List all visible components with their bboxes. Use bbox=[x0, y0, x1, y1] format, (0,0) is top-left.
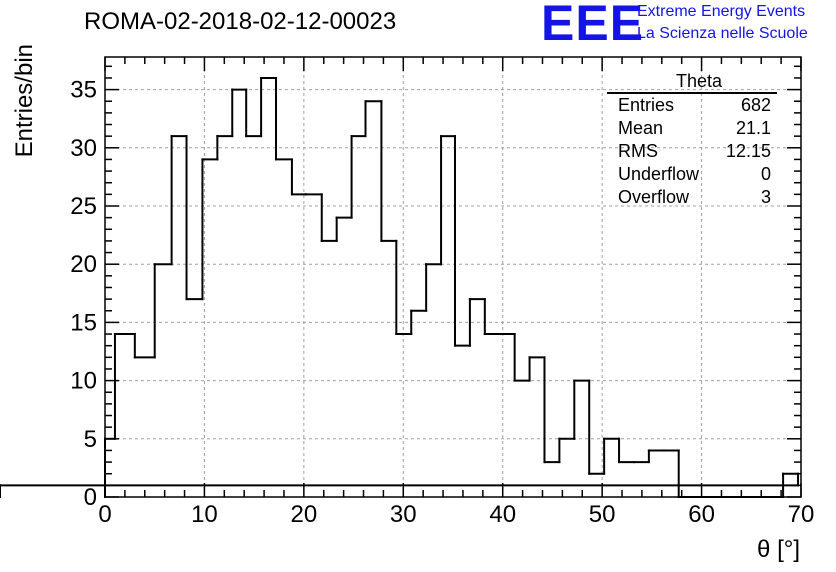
y-tick-label: 10 bbox=[70, 368, 97, 395]
histogram-bin bbox=[618, 437, 635, 464]
histogram-bin bbox=[320, 193, 338, 242]
y-axis-label: Entries/bin bbox=[11, 44, 38, 157]
x-tick-label: 50 bbox=[589, 501, 616, 528]
stats-label: Mean bbox=[618, 118, 664, 138]
histogram-bin bbox=[647, 449, 665, 464]
plot-frame bbox=[104, 56, 802, 498]
x-tick-label: 0 bbox=[98, 501, 111, 528]
histogram-bin bbox=[170, 135, 188, 266]
x-tick-label: 30 bbox=[390, 501, 417, 528]
stats-row-entries: Entries 682 bbox=[607, 94, 777, 117]
histogram-bin bbox=[216, 135, 234, 161]
stats-title: Theta bbox=[607, 71, 777, 94]
x-tick-label: 70 bbox=[788, 501, 815, 528]
stats-row-rms: RMS 12.15 bbox=[607, 140, 777, 163]
histogram-bin bbox=[558, 437, 576, 464]
histogram-bin bbox=[483, 298, 501, 336]
stats-row-overflow: Overflow 3 bbox=[607, 186, 777, 209]
histogram-bin bbox=[410, 309, 428, 336]
histogram-bin bbox=[335, 216, 353, 242]
histogram-bin bbox=[543, 356, 561, 464]
histogram-bin bbox=[380, 100, 398, 242]
y-tick-label: 20 bbox=[70, 251, 97, 278]
axes bbox=[104, 56, 802, 498]
histogram-bin bbox=[395, 239, 413, 336]
stats-label: Overflow bbox=[618, 187, 690, 207]
stats-box: Theta Entries 682 Mean 21.1 RMS 12.15 Un… bbox=[607, 71, 777, 209]
histogram-bin bbox=[290, 158, 307, 196]
histogram-bin bbox=[104, 437, 116, 498]
histogram-bin bbox=[113, 333, 136, 440]
y-tick-label: 5 bbox=[84, 426, 97, 453]
histogram-bin bbox=[468, 298, 486, 347]
histogram-bin bbox=[0, 472, 800, 487]
stats-label: Underflow bbox=[618, 164, 700, 184]
stats-value: 682 bbox=[740, 95, 771, 115]
x-tick-label: 20 bbox=[291, 501, 318, 528]
stats-value: 0 bbox=[760, 164, 771, 184]
histogram-bin bbox=[153, 263, 173, 359]
histogram-bin bbox=[133, 333, 156, 359]
y-tick-label: 15 bbox=[70, 309, 97, 336]
histogram-bin bbox=[275, 76, 293, 161]
x-tick-label: 60 bbox=[688, 501, 715, 528]
eee-logo-subtitle-1: Extreme Energy Events bbox=[637, 3, 806, 20]
histogram-bin bbox=[440, 135, 456, 266]
histogram-bin bbox=[573, 379, 591, 440]
histogram-bin bbox=[513, 333, 531, 382]
stats-value: 12.15 bbox=[725, 141, 771, 161]
stats-value: 21.1 bbox=[735, 118, 771, 138]
stats-row-underflow: Underflow 0 bbox=[607, 163, 777, 186]
y-tick-label: 0 bbox=[84, 484, 97, 511]
histogram-bin bbox=[245, 88, 263, 138]
stats-label: RMS bbox=[618, 141, 658, 161]
x-tick-label: 40 bbox=[489, 501, 516, 528]
histogram-bars bbox=[0, 76, 800, 498]
histogram-bin bbox=[185, 135, 204, 301]
x-tick-label: 10 bbox=[191, 501, 218, 528]
histogram-bin bbox=[350, 135, 367, 219]
histogram-bin bbox=[364, 100, 383, 138]
y-tick-label: 35 bbox=[70, 77, 97, 104]
x-axis-label: θ [°] bbox=[757, 536, 800, 563]
stats-label: Entries bbox=[618, 95, 675, 115]
eee-logo-subtitle-2: La Scienza nelle Scuole bbox=[637, 25, 808, 42]
histogram-bin bbox=[588, 379, 606, 475]
stats-row-mean: Mean 21.1 bbox=[607, 117, 777, 140]
run-title: ROMA-02-2018-02-12-00023 bbox=[84, 8, 397, 35]
histogram-bin bbox=[528, 356, 546, 382]
histogram-bin bbox=[603, 437, 621, 475]
histogram-bin bbox=[201, 158, 219, 301]
eee-logo: EEE bbox=[541, 0, 645, 51]
histogram-bin bbox=[453, 135, 471, 347]
grid-lines bbox=[105, 57, 801, 497]
y-tick-label: 25 bbox=[70, 193, 97, 220]
y-tick-label: 30 bbox=[70, 135, 97, 162]
histogram-bin bbox=[425, 263, 443, 312]
histogram-bin bbox=[260, 76, 278, 138]
histogram-bin bbox=[231, 88, 248, 138]
stats-value: 3 bbox=[760, 187, 771, 207]
